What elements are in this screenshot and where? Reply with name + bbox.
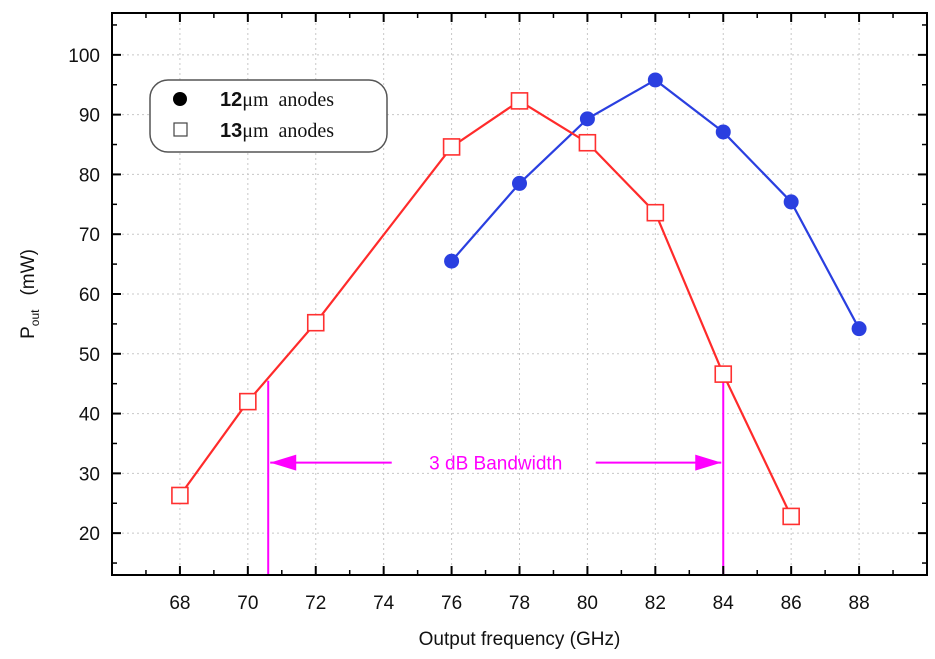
y-axis-title: Pout (mW) bbox=[18, 249, 42, 339]
legend-13um-size: 13 bbox=[220, 120, 242, 142]
data-point bbox=[647, 72, 663, 88]
data-point bbox=[715, 124, 731, 140]
legend-12um-word: anodes bbox=[279, 89, 335, 111]
legend-12um-size: 12 bbox=[220, 89, 242, 111]
bandwidth-arrowhead-right bbox=[695, 454, 722, 471]
y-tick-label: 80 bbox=[79, 165, 100, 186]
x-tick-label: 74 bbox=[373, 593, 395, 614]
data-point bbox=[306, 313, 325, 332]
x-tick-label: 76 bbox=[441, 593, 462, 614]
svg-text:Pout(mW): Pout (mW) bbox=[18, 249, 42, 339]
x-tick-label: 70 bbox=[237, 593, 258, 614]
legend-12um-unit: μm bbox=[242, 89, 269, 111]
data-point bbox=[783, 194, 799, 210]
y-tick-label: 50 bbox=[79, 345, 100, 366]
y-tick-label: 40 bbox=[79, 405, 100, 426]
data-point bbox=[510, 92, 529, 110]
legend-box bbox=[149, 79, 388, 153]
x-axis-title: Output frequency (GHz) bbox=[419, 629, 621, 650]
y-tick-label: 70 bbox=[79, 225, 100, 246]
data-point bbox=[782, 507, 800, 526]
data-point bbox=[239, 392, 257, 411]
y-tick-label: 20 bbox=[79, 524, 100, 545]
legend-marker-12um bbox=[173, 92, 187, 106]
y-axis-title-sub: out bbox=[28, 309, 42, 326]
data-point bbox=[512, 175, 527, 191]
series-layer bbox=[171, 72, 867, 526]
legend-marker-13um bbox=[173, 122, 188, 137]
tick-labels: 68 70 72 74 76 78 80 82 84 86 88 20 30 40 50 60 70 80 90 10… bbox=[68, 46, 869, 614]
x-tick-label: 72 bbox=[305, 593, 326, 614]
legend: 12μm anodes 13μm anodes bbox=[149, 79, 388, 153]
y-axis-title-unit: (mW) bbox=[18, 249, 39, 295]
data-point bbox=[444, 253, 460, 269]
x-tick-label: 86 bbox=[781, 593, 802, 614]
x-tick-label: 78 bbox=[509, 593, 530, 614]
data-point bbox=[171, 486, 189, 505]
data-point bbox=[578, 133, 597, 152]
bandwidth-label: 3 dB Bandwidth bbox=[429, 454, 562, 475]
bandwidth-annotation: 3 dB Bandwidth bbox=[267, 374, 725, 575]
x-tick-label: 88 bbox=[849, 593, 870, 614]
y-tick-label: 30 bbox=[79, 464, 100, 485]
series-12um bbox=[444, 72, 867, 337]
y-tick-label: 60 bbox=[79, 285, 100, 306]
x-tick-label: 84 bbox=[713, 593, 735, 614]
series-13um bbox=[171, 92, 800, 526]
legend-label-12um: 12μm anodes bbox=[220, 89, 334, 111]
data-point bbox=[714, 365, 733, 383]
y-axis-title-main: P bbox=[18, 326, 39, 339]
x-tick-label: 68 bbox=[169, 593, 190, 614]
data-point bbox=[646, 203, 665, 222]
legend-13um-word: anodes bbox=[279, 120, 335, 142]
axis-ticks bbox=[112, 13, 927, 575]
x-tick-label: 80 bbox=[577, 593, 598, 614]
bandwidth-arrowhead-left bbox=[270, 454, 297, 471]
legend-13um-unit: μm bbox=[242, 120, 269, 142]
y-tick-label: 100 bbox=[68, 46, 100, 67]
y-tick-label: 90 bbox=[79, 106, 100, 127]
legend-label-13um: 13μm anodes bbox=[220, 120, 334, 142]
data-point bbox=[579, 111, 595, 127]
x-tick-label: 82 bbox=[645, 593, 666, 614]
data-point bbox=[851, 321, 867, 337]
data-point bbox=[442, 138, 461, 156]
